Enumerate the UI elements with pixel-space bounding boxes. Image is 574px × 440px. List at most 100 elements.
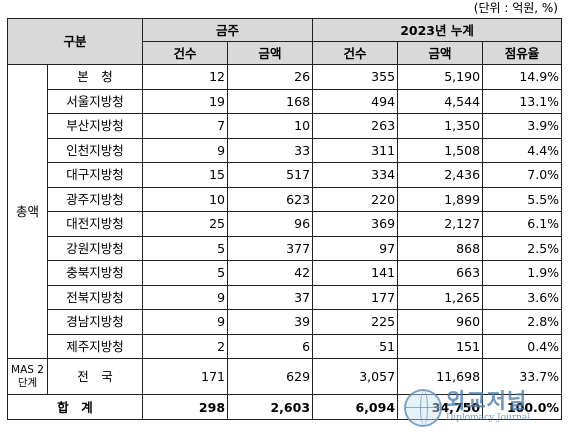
weekly-count: 25 (142, 211, 229, 237)
share-value: 0.4% (482, 333, 563, 359)
share-value: 4.4% (482, 137, 563, 163)
office-name: 전북지방청 (46, 284, 144, 310)
weekly-count: 10 (142, 186, 229, 212)
weekly-amount: 168 (227, 88, 314, 114)
table-row: 대구지방청 15 517 334 2,436 7.0% (8, 162, 563, 188)
weekly-count: 19 (142, 88, 229, 114)
weekly-count: 12 (142, 64, 229, 90)
office-name: 충북지방청 (46, 260, 144, 286)
weekly-amount: 42 (227, 260, 314, 286)
table-row: 부산지방청 7 10 263 1,350 3.9% (8, 113, 563, 139)
table-row: 대전지방청 25 96 369 2,127 6.1% (8, 211, 563, 237)
header-cumulative-amount: 금액 (397, 41, 484, 65)
weekly-amount: 377 (227, 235, 314, 261)
cumulative-count: 369 (312, 211, 399, 237)
cumulative-amount: 1,508 (397, 137, 484, 163)
weekly-amount: 39 (227, 309, 314, 335)
weekly-count: 9 (142, 309, 229, 335)
weekly-count: 9 (142, 137, 229, 163)
cumulative-count: 97 (312, 235, 399, 261)
weekly-amount: 623 (227, 186, 314, 212)
cumulative-amount: 2,127 (397, 211, 484, 237)
table-row: 경남지방청 9 39 225 960 2.8% (8, 309, 563, 335)
total-row: 합 계 298 2,603 6,094 34,750 100.0% (6, 394, 563, 420)
office-name: 경남지방청 (46, 309, 144, 335)
office-name: 인천지방청 (46, 137, 144, 163)
weekly-amount: 517 (227, 162, 314, 188)
cumulative-amount: 1,899 (397, 186, 484, 212)
office-name: 대전지방청 (46, 211, 144, 237)
weekly-amount: 10 (227, 113, 314, 139)
share-value: 33.7% (482, 358, 563, 395)
group-label: 총액 (7, 64, 48, 359)
cumulative-count: 51 (312, 333, 399, 359)
weekly-count: 9 (142, 284, 229, 310)
share-value: 2.8% (482, 309, 563, 335)
weekly-count: 2 (142, 333, 229, 359)
share-value: 6.1% (482, 211, 563, 237)
header-share: 점유율 (482, 41, 563, 65)
cumulative-count: 355 (312, 64, 399, 90)
cumulative-count: 3,057 (312, 358, 399, 395)
header-category: 구분 (6, 18, 144, 65)
office-name: 부산지방청 (46, 113, 144, 139)
office-name: 제주지방청 (46, 333, 144, 359)
total-weekly-count: 298 (142, 394, 229, 420)
share-value: 3.6% (482, 284, 563, 310)
mas-row: MAS 2단계 전 국 171 629 3,057 11,698 33.7% (7, 358, 563, 395)
weekly-amount: 6 (227, 333, 314, 359)
weekly-count: 7 (142, 113, 229, 139)
cumulative-amount: 1,350 (397, 113, 484, 139)
header-weekly-count: 건수 (142, 41, 229, 65)
share-value: 1.9% (482, 260, 563, 286)
cumulative-amount: 4,544 (397, 88, 484, 114)
weekly-count: 171 (142, 358, 229, 395)
weekly-amount: 37 (227, 284, 314, 310)
table-row: 총액 본 청 12 26 355 5,190 14.9% (7, 64, 563, 359)
cumulative-count: 141 (312, 260, 399, 286)
share-value: 14.9% (482, 64, 563, 90)
weekly-count: 15 (142, 162, 229, 188)
share-value: 2.5% (482, 235, 563, 261)
share-value: 3.9% (482, 113, 563, 139)
weekly-amount: 33 (227, 137, 314, 163)
office-name: 서울지방청 (46, 88, 144, 114)
cumulative-amount: 5,190 (397, 64, 484, 90)
cumulative-amount: 151 (397, 333, 484, 359)
share-value: 5.5% (482, 186, 563, 212)
cumulative-amount: 868 (397, 235, 484, 261)
table-row: 서울지방청 19 168 494 4,544 13.1% (8, 88, 563, 114)
cumulative-amount: 1,265 (397, 284, 484, 310)
share-value: 13.1% (482, 88, 563, 114)
cumulative-count: 311 (312, 137, 399, 163)
statistics-table: 구분 금주 2023년 누계 건수 금액 건수 금액 점유율 총액 본 청 12… (6, 18, 563, 420)
cumulative-amount: 2,436 (397, 162, 484, 188)
weekly-amount: 629 (227, 358, 314, 395)
total-cumulative-amount: 34,750 (397, 394, 484, 420)
weekly-count: 5 (142, 235, 229, 261)
office-name: 강원지방청 (46, 235, 144, 261)
cumulative-amount: 960 (397, 309, 484, 335)
table-row: 제주지방청 2 6 51 151 0.4% (8, 333, 563, 359)
cumulative-count: 494 (312, 88, 399, 114)
table-row: 인천지방청 9 33 311 1,508 4.4% (8, 137, 563, 163)
total-label: 합 계 (6, 394, 144, 420)
total-weekly-amount: 2,603 (227, 394, 314, 420)
table-row: 충북지방청 5 42 141 663 1.9% (8, 260, 563, 286)
cumulative-count: 263 (312, 113, 399, 139)
cumulative-count: 334 (312, 162, 399, 188)
cumulative-count: 225 (312, 309, 399, 335)
office-name: 광주지방청 (46, 186, 144, 212)
header-weekly-amount: 금액 (227, 41, 314, 65)
header-cumulative-count: 건수 (312, 41, 399, 65)
weekly-amount: 96 (227, 211, 314, 237)
weekly-amount: 26 (227, 64, 314, 90)
cumulative-amount: 11,698 (397, 358, 484, 395)
header-cumulative: 2023년 누계 (312, 18, 563, 42)
table-row: 전북지방청 9 37 177 1,265 3.6% (8, 284, 563, 310)
weekly-count: 5 (142, 260, 229, 286)
unit-note: (단위 : 억원, %) (473, 1, 558, 15)
cumulative-amount: 663 (397, 260, 484, 286)
table-row: 광주지방청 10 623 220 1,899 5.5% (8, 186, 563, 212)
office-name: 전 국 (46, 358, 144, 395)
